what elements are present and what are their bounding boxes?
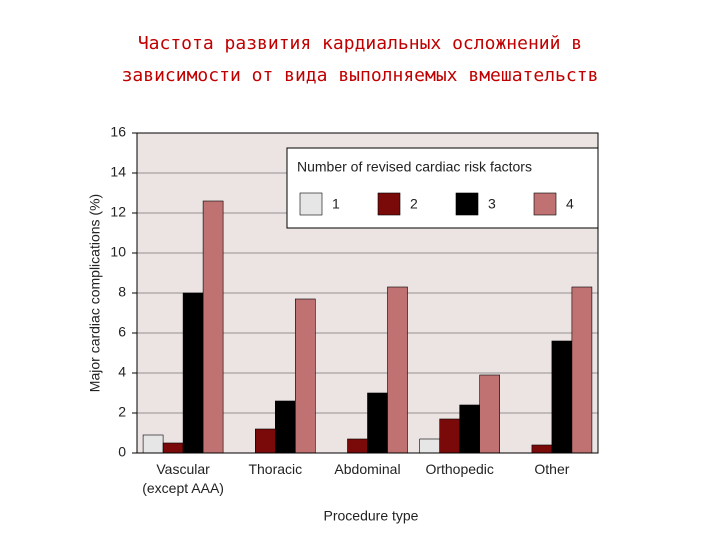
- x-tick-label: Vascular (except AAA): [142, 461, 224, 496]
- legend-swatch: [533, 192, 557, 216]
- y-tick-label: 6: [118, 324, 126, 340]
- bar: [531, 444, 553, 454]
- y-tick-label: 4: [118, 364, 126, 380]
- bar: [419, 438, 441, 454]
- legend-swatch: [299, 192, 323, 216]
- legend-swatch: [455, 192, 479, 216]
- bar: [551, 340, 573, 454]
- bar: [142, 434, 164, 454]
- y-tick-label: 8: [118, 284, 126, 300]
- y-axis-label: Major cardiac complications (%): [87, 194, 103, 392]
- bar: [202, 200, 224, 454]
- x-tick-label: Orthopedic: [425, 461, 494, 477]
- bar: [274, 400, 296, 454]
- y-tick-label: 0: [118, 444, 126, 460]
- bar: [255, 428, 276, 454]
- legend-label: 2: [410, 196, 418, 212]
- legend-title: Number of revised cardiac risk factors: [297, 159, 532, 175]
- bar: [459, 404, 481, 454]
- legend-label: 1: [332, 196, 340, 212]
- y-tick-label: 12: [110, 204, 126, 220]
- x-tick-label: Abdominal: [334, 461, 401, 477]
- y-tick-label: 10: [110, 244, 126, 260]
- x-tick-label: Other: [534, 461, 570, 477]
- bar: [387, 286, 408, 454]
- bar: [182, 292, 204, 454]
- y-tick-label: 14: [110, 164, 126, 180]
- bar: [294, 298, 316, 454]
- y-tick-label: 2: [118, 404, 126, 420]
- bar: [162, 442, 184, 454]
- title-line: Частота развития кардиальных осложнений …: [137, 33, 583, 54]
- bar: [439, 418, 461, 454]
- title-line: зависимости от вида выполняемых вмешател…: [121, 65, 599, 86]
- bar: [479, 374, 501, 454]
- bar: [347, 438, 368, 454]
- bar: [571, 286, 593, 454]
- x-tick-label: Thoracic: [248, 461, 303, 477]
- bar: [367, 392, 388, 454]
- legend-swatch: [377, 192, 401, 216]
- plot-frame: [136, 132, 599, 454]
- legend-label: 3: [488, 196, 496, 212]
- legend: Number of revised cardiac risk factors 1 2…: [286, 147, 599, 229]
- legend-label: 4: [566, 196, 574, 212]
- y-tick-label: 16: [110, 124, 126, 140]
- x-axis-label: Procedure type: [324, 508, 419, 524]
